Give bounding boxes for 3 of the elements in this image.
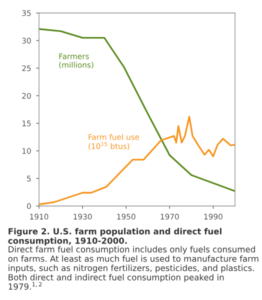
text: Figure 2. U.S. farm population and direct fuel consumption, 1910-2000. — [8, 228, 222, 246]
line-series — [39, 28, 235, 192]
text: Direct farm fuel consumption includes only fuels consumed on farms. At least as much fuel is used to manufacture farm inputs, such as nitrogen fertilizers, pesticides, and plastics. Both direct and indirect fuel consumption peaked in 1979.$^{1,2}$ — [8, 246, 258, 290]
